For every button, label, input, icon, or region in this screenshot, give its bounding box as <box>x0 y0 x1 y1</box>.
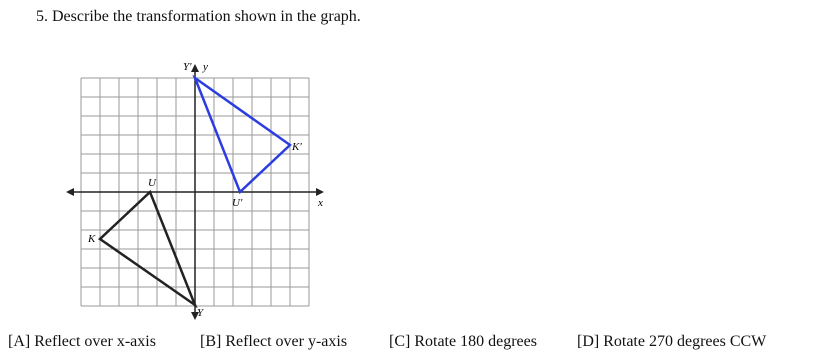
choice[interactable]: [C] Rotate 180 degrees <box>389 333 537 350</box>
point-label: Y' <box>183 61 192 73</box>
point-label: K <box>87 233 96 245</box>
point-label: U' <box>232 197 243 209</box>
arrow <box>191 312 199 320</box>
point-label: Y <box>197 307 205 319</box>
choice[interactable]: [A] Reflect over x-axis <box>8 333 156 350</box>
choice[interactable]: [D] Rotate 270 degrees CCW <box>577 333 767 350</box>
arrow <box>191 64 199 72</box>
image-triangle <box>192 74 292 195</box>
arrow <box>316 188 324 196</box>
pre-image-triangle <box>98 189 198 309</box>
graph: Y' y K' U' U K Y x <box>66 61 324 320</box>
point-label: K' <box>291 141 302 153</box>
axis-label: y <box>202 61 208 73</box>
question: 5. Describe the transformation shown in … <box>36 8 361 25</box>
axis-label: x <box>317 197 323 209</box>
arrow <box>66 188 74 196</box>
choice[interactable]: [B] Reflect over y-axis <box>200 333 348 350</box>
point-label: U <box>148 177 157 189</box>
